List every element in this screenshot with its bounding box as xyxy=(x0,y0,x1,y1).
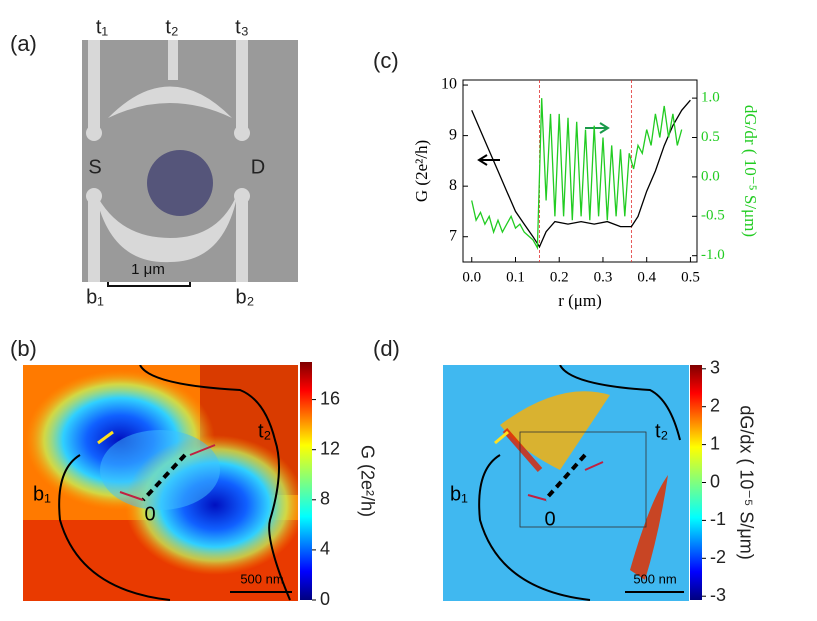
x-tick-label: 0.0 xyxy=(462,269,481,285)
map-label: b₁ xyxy=(450,483,468,505)
panel-labels: (a) (b) (c) (d) xyxy=(10,31,400,361)
plot-frame xyxy=(462,79,698,263)
terminal-label: S xyxy=(88,156,101,178)
x-tick-label: 0.3 xyxy=(594,269,613,285)
map-label: b₁ xyxy=(33,483,51,505)
colorbar-tick-label: 4 xyxy=(320,539,330,559)
y2-tick-label: 0.5 xyxy=(701,129,720,145)
terminal-label: D xyxy=(251,156,265,178)
panel-label: (a) xyxy=(10,31,37,56)
x-tick-label: 0.2 xyxy=(550,269,569,285)
colorbar-tick-label: 2 xyxy=(710,395,720,415)
y2-tick-label: -1.0 xyxy=(701,247,725,263)
y-axis-label: G (2e²/h) xyxy=(412,140,431,202)
y2-tick-label: 1.0 xyxy=(701,90,720,106)
colorbar-tick-label: 0 xyxy=(320,589,330,609)
y-tick-label: 8 xyxy=(449,177,457,194)
colorbar-tick-label: 12 xyxy=(320,438,340,458)
panel-label: (c) xyxy=(373,48,399,73)
y2-tick-label: 0.0 xyxy=(701,168,720,184)
data-line xyxy=(471,98,683,251)
scale-bar: 500 nm xyxy=(633,571,676,586)
colorbar-tick-label: 8 xyxy=(320,489,330,509)
colorbar-tick-label: 16 xyxy=(320,388,340,408)
terminal-label: t₂ xyxy=(165,16,178,38)
colorbar-tick-label: 0 xyxy=(710,471,720,491)
derivative-map: 500 nm t₂ b₁ 0 xyxy=(443,365,689,601)
colorbar-label: G (2e²/h) xyxy=(357,445,377,517)
colorbar-tick-label: -1 xyxy=(710,509,726,529)
x-tick-label: 0.1 xyxy=(506,269,525,285)
terminal-label: t₁ xyxy=(96,16,109,38)
conductance-map: 500 nm t₂ b₁ 0 xyxy=(23,365,298,601)
data-line xyxy=(471,99,691,249)
scale-bar: 500 nm xyxy=(240,571,283,586)
y2-axis-label: dG/dr ( 10⁻⁵ S/μm) xyxy=(741,105,760,237)
y-tick-label: 9 xyxy=(449,126,457,143)
colorbar-tick-label: 3 xyxy=(710,358,720,378)
y2-tick-label: -0.5 xyxy=(701,208,725,224)
panel-label: (d) xyxy=(373,336,400,361)
map-label: 0 xyxy=(144,503,155,525)
map-label: t₂ xyxy=(655,420,668,442)
map-label: 0 xyxy=(544,508,555,530)
colorbar-tick-label: 1 xyxy=(710,433,720,453)
y-tick-label: 10 xyxy=(441,76,457,93)
x-tick-label: 0.5 xyxy=(681,269,700,285)
colorbar xyxy=(690,365,702,600)
plots: 0.0 0.1 0.2 0.3 0.4 0.578910-1.0-0.50.00.51.0… xyxy=(300,76,760,609)
y-tick-label: 7 xyxy=(449,227,457,244)
scale-bar: 1 μm xyxy=(131,261,165,278)
x-tick-label: 0.4 xyxy=(637,269,656,285)
colorbar-tick-label: -3 xyxy=(710,585,726,605)
legend-arrows xyxy=(477,122,610,166)
x-axis-label: r (μm) xyxy=(558,291,602,310)
colorbar-tick-label: -2 xyxy=(710,547,726,567)
map-label: t₂ xyxy=(258,420,271,442)
terminal-label: b₁ xyxy=(86,286,104,308)
terminal-label: t₃ xyxy=(235,16,249,38)
terminal-label: b₂ xyxy=(236,286,255,308)
panel-label: (b) xyxy=(10,336,37,361)
colorbar-label: dG/dx ( 10⁻⁵ S/μm) xyxy=(736,405,756,559)
sem-image: 1 μm xyxy=(82,40,298,287)
colorbar xyxy=(300,362,312,600)
